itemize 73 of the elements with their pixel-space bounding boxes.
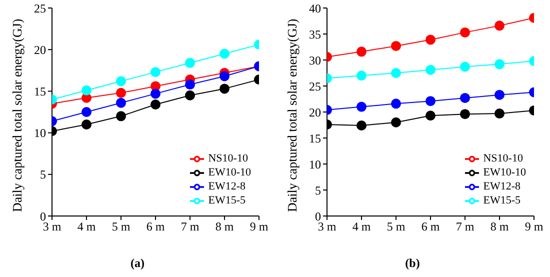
point <box>494 108 504 119</box>
legend-label: EW12-8 <box>208 180 246 193</box>
y-tick-label: 10 <box>34 126 46 140</box>
point <box>494 20 504 31</box>
y-tick-label: 5 <box>315 183 321 198</box>
point <box>391 40 401 51</box>
y-tick-label: 15 <box>309 131 321 146</box>
y-tick-label: 30 <box>309 53 321 68</box>
point <box>460 27 470 38</box>
point <box>220 71 230 82</box>
x-tick-label: 8 m <box>215 220 234 234</box>
point <box>150 67 160 78</box>
point <box>220 84 230 94</box>
point <box>460 92 470 103</box>
point <box>185 80 195 90</box>
point <box>356 46 366 57</box>
point <box>494 59 504 70</box>
y-tick-label: 35 <box>309 27 321 42</box>
legend-label: EW15-5 <box>208 194 246 207</box>
y-tick-label: 10 <box>309 157 321 172</box>
y-tick-label: 40 <box>309 1 321 16</box>
point <box>82 119 92 130</box>
point <box>220 48 230 59</box>
x-tick-label: 5 m <box>112 220 131 234</box>
y-tick-label: 25 <box>309 79 321 94</box>
y-tick-label: 25 <box>34 1 46 16</box>
y-tick-label: 15 <box>34 84 46 98</box>
point <box>391 117 401 128</box>
legend-label: NS10-10 <box>483 152 523 165</box>
text: (a) <box>130 256 146 271</box>
point <box>426 34 436 45</box>
x-tick-label: 8 m <box>490 220 510 234</box>
y-axis-title: Daily captured total solar energy(GJ) <box>10 18 25 212</box>
x-tick-label: 4 m <box>352 220 372 234</box>
y-tick-label: 5 <box>40 168 46 182</box>
x-tick-label: 6 m <box>421 220 440 234</box>
point <box>356 70 366 81</box>
point <box>82 85 92 96</box>
point <box>116 88 126 98</box>
point <box>185 90 195 100</box>
y-tick-label: 20 <box>34 42 46 57</box>
point <box>116 98 126 108</box>
point <box>391 68 401 78</box>
point <box>185 58 195 68</box>
legend-label: EW10-10 <box>483 166 526 179</box>
x-tick-label: 7 m <box>180 220 200 234</box>
x-tick-label: 5 m <box>386 220 406 234</box>
legend-label: EW10-10 <box>208 166 251 179</box>
point <box>356 120 366 131</box>
point <box>494 90 504 100</box>
point <box>356 102 366 112</box>
point <box>116 111 126 122</box>
point <box>426 110 436 121</box>
point <box>460 109 470 120</box>
x-tick-label: 4 m <box>77 220 96 234</box>
x-tick-label: 7 m <box>456 220 475 234</box>
legend-label: EW15-5 <box>483 194 520 207</box>
point <box>150 88 160 99</box>
point <box>116 76 126 86</box>
y-tick-label: 20 <box>309 105 321 120</box>
text: (b) <box>404 256 421 271</box>
point <box>426 64 436 75</box>
point <box>391 98 401 109</box>
x-tick-label: 9 m <box>250 220 269 234</box>
point <box>426 96 436 106</box>
x-tick-label: 6 m <box>146 220 166 234</box>
legend-label: EW12-8 <box>483 180 520 193</box>
point <box>150 100 160 110</box>
point <box>460 62 470 72</box>
y-axis-title: Daily captured total solar energy(GJ) <box>284 18 300 212</box>
legend-label: NS10-10 <box>208 152 248 165</box>
x-tick-label: 9 m <box>524 220 544 234</box>
point <box>82 107 92 117</box>
